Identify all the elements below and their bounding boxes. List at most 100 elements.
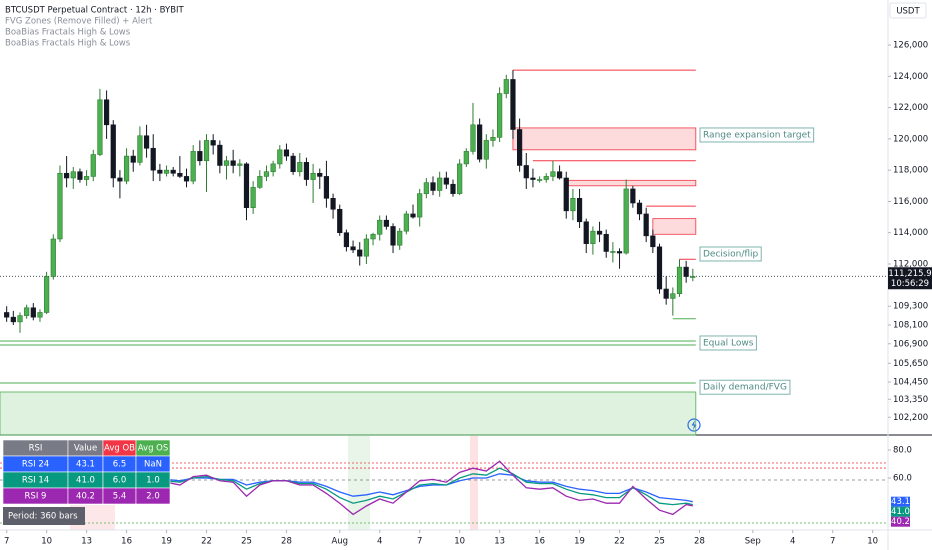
candle-body bbox=[656, 246, 663, 290]
candle-body bbox=[37, 312, 43, 318]
candle-body bbox=[317, 172, 323, 177]
candle-body bbox=[370, 233, 376, 240]
candle-body bbox=[237, 163, 243, 166]
candle-body bbox=[510, 79, 516, 130]
candle-body bbox=[443, 177, 449, 185]
table-header: Avg OB bbox=[104, 444, 135, 454]
rsi-value-label: 43.1 bbox=[891, 497, 910, 507]
candle-body bbox=[177, 172, 183, 177]
y-tick-label: 122,000 bbox=[893, 103, 928, 113]
price-pane: Range expansion target Decision/flip Equal… bbox=[0, 69, 888, 436]
candle-body bbox=[210, 140, 216, 146]
candle-body bbox=[290, 155, 296, 173]
x-tick-label: 22 bbox=[614, 537, 625, 547]
candle-body bbox=[250, 187, 256, 208]
candle-body bbox=[84, 176, 90, 180]
y-tick-label: 120,000 bbox=[893, 134, 928, 144]
fvg-zone bbox=[652, 218, 697, 235]
x-tick-label: 16 bbox=[121, 537, 132, 547]
candle-body bbox=[636, 202, 643, 215]
candle-body bbox=[130, 155, 136, 163]
candle-body bbox=[10, 316, 16, 323]
annotation-box bbox=[699, 127, 815, 143]
candle-body bbox=[670, 293, 676, 299]
candle-body bbox=[217, 144, 223, 166]
table-cell-text: 41.0 bbox=[76, 476, 95, 486]
currency[interactable]: USDT bbox=[896, 7, 920, 17]
x-tick-label: 10 bbox=[867, 537, 878, 547]
x-tick-label: 10 bbox=[454, 537, 465, 547]
table-cell-text: RSI 9 bbox=[25, 492, 47, 502]
table-cell-text: 6.0 bbox=[113, 476, 127, 486]
candle-body bbox=[170, 169, 176, 174]
candle-body bbox=[57, 172, 63, 240]
y-tick-label: 60.0 bbox=[893, 474, 912, 484]
overbought-band bbox=[470, 436, 478, 530]
candle-body bbox=[583, 221, 589, 244]
candle-body bbox=[270, 163, 276, 173]
candle-body bbox=[150, 147, 156, 171]
currency-box[interactable] bbox=[889, 2, 927, 19]
candle-body bbox=[623, 188, 629, 254]
candle-body bbox=[610, 251, 616, 253]
symbol-title: BTCUSDT Perpetual Contract · 12h · BYBIT bbox=[5, 6, 185, 16]
candle-body bbox=[517, 129, 523, 166]
candle-body bbox=[4, 312, 10, 318]
y-tick-label: 103,350 bbox=[893, 395, 928, 405]
x-tick-label: 22 bbox=[201, 537, 212, 547]
candle-body bbox=[70, 171, 76, 179]
y-tick-label: 80.0 bbox=[893, 445, 912, 455]
rsi-value-box bbox=[891, 516, 910, 527]
indicator-name: BoaBias Fractals High & Lows bbox=[5, 39, 131, 49]
candle-body bbox=[556, 171, 563, 179]
table-cell-text: 1.0 bbox=[146, 476, 160, 486]
candle-body bbox=[643, 213, 649, 237]
rsi-value-label: 41.0 bbox=[891, 507, 910, 517]
candle-body bbox=[157, 169, 163, 174]
candle-body bbox=[163, 169, 170, 174]
table-cell-text: NaN bbox=[144, 460, 162, 470]
candle-body bbox=[357, 249, 363, 257]
oversold-band bbox=[348, 436, 370, 530]
candle-body bbox=[143, 135, 150, 149]
candle-body bbox=[590, 230, 596, 244]
candle-body bbox=[543, 176, 549, 180]
candle-body bbox=[410, 213, 416, 218]
x-tick-label: 16 bbox=[534, 537, 545, 547]
y-tick-label: 124,000 bbox=[893, 72, 928, 82]
candle-body bbox=[30, 307, 36, 318]
candle-body bbox=[230, 160, 236, 166]
candle-body bbox=[563, 177, 569, 212]
y-tick-label: 108,100 bbox=[893, 320, 928, 330]
x-tick-label: Sep bbox=[745, 537, 761, 547]
x-tick-label: 10 bbox=[41, 537, 52, 547]
table-cell-text: 6.5 bbox=[113, 460, 127, 470]
y-tick-label: 102,200 bbox=[893, 413, 928, 423]
x-tick-label: 25 bbox=[241, 537, 252, 547]
x-tick-label: 4 bbox=[377, 537, 382, 547]
last-price-label: 111,215.9 bbox=[888, 269, 931, 279]
candle-body bbox=[397, 230, 403, 246]
candle-body bbox=[137, 135, 143, 163]
y-tick-label: 126,000 bbox=[893, 41, 928, 51]
candle-body bbox=[90, 154, 96, 177]
y-tick-label: 116,000 bbox=[893, 197, 928, 207]
y-tick-label: 106,900 bbox=[893, 339, 928, 349]
candle-body bbox=[497, 93, 503, 138]
rsi-value-box bbox=[891, 496, 910, 507]
fvg-zone bbox=[0, 391, 697, 436]
candle-body bbox=[457, 163, 463, 194]
y-tick-label: 105,650 bbox=[893, 359, 928, 369]
y-tick-label: 114,000 bbox=[893, 228, 928, 238]
x-tick-label: 28 bbox=[281, 537, 292, 547]
candle-body bbox=[117, 177, 123, 182]
alert-bolt bbox=[691, 420, 697, 430]
indicator-name: BoaBias Fractals High & Lows bbox=[5, 28, 131, 38]
candle-body bbox=[343, 232, 350, 248]
candle-body bbox=[350, 246, 356, 251]
candle-body bbox=[663, 288, 669, 299]
candle-body bbox=[323, 176, 330, 199]
candle-body bbox=[183, 176, 190, 182]
candle-body bbox=[103, 99, 110, 126]
